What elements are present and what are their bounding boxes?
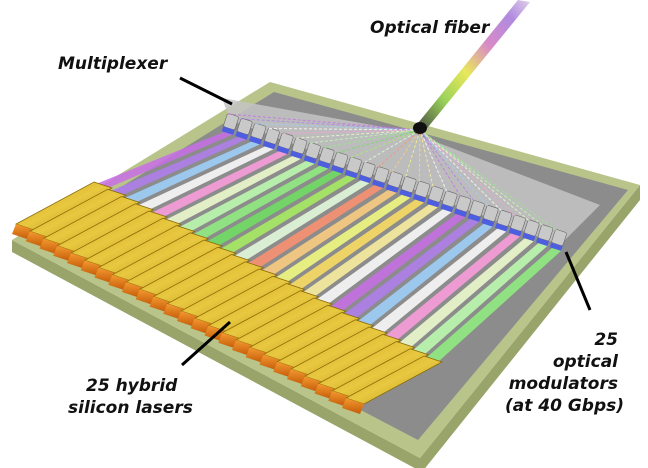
modulator-contact [508, 227, 522, 237]
waveguide [192, 165, 330, 239]
laser-array [12, 181, 444, 414]
waveguide [316, 209, 453, 304]
waveguide [329, 214, 467, 312]
laser-end-cap [342, 398, 364, 414]
multiplexer-line [419, 129, 529, 221]
modulator-body [250, 123, 267, 140]
modulator-contact [495, 223, 508, 232]
waveguide [151, 151, 289, 217]
waveguide [247, 185, 385, 268]
modulators-label-line2: optical [552, 352, 618, 372]
multiplexer-line [364, 129, 421, 163]
waveguide [109, 136, 248, 196]
lasers-label-line1: 25 hybrid [86, 376, 178, 396]
modulators-label-line3: modulators [508, 374, 618, 394]
waveguide [398, 238, 535, 348]
multiplexer-line [282, 129, 421, 134]
modulator-contact [344, 169, 358, 179]
waveguide [137, 146, 275, 210]
multiplexer-region [222, 98, 600, 245]
optical-fiber-label: Optical fiber [370, 18, 490, 38]
chip-base-edge [12, 185, 640, 468]
modulator-contact [467, 213, 481, 222]
modulator-contact [303, 155, 317, 164]
modulator-contact [249, 136, 262, 145]
multiplexer-leader-line [179, 76, 233, 106]
modulators-leader-line [564, 251, 592, 311]
waveguide [371, 228, 508, 333]
waveguide [164, 156, 303, 225]
waveguide [123, 141, 262, 203]
multiplexer-line [419, 129, 502, 212]
lasers-leader-line [180, 320, 232, 367]
waveguide [302, 204, 439, 297]
multiplexer-line [350, 129, 421, 158]
waveguide [357, 223, 494, 326]
modulators-label-line1: 25 [594, 330, 618, 350]
multiplexer-line [337, 129, 421, 154]
modulator-contact [549, 242, 563, 251]
multiplexer-line [391, 129, 421, 173]
multiplexer-line [296, 129, 421, 139]
waveguide [274, 194, 412, 283]
multiplexer-line [227, 113, 421, 131]
modulator-contact [536, 237, 549, 247]
multiplexer-line [419, 129, 516, 216]
multiplexer-lines [227, 113, 557, 231]
multiplexer-line [419, 129, 557, 231]
modulator-contact [413, 194, 426, 203]
modulator-contact [290, 150, 303, 160]
waveguide [343, 219, 480, 319]
waveguide [233, 180, 371, 261]
waveguide-array [96, 132, 562, 362]
waveguide [412, 243, 549, 355]
modulator-contact [235, 131, 249, 140]
multiplexer-line [419, 129, 543, 226]
modulator-contact [522, 232, 536, 242]
multiplexer-line [255, 123, 421, 131]
modulator-contact [426, 198, 440, 208]
modulator-contact [358, 174, 372, 184]
modulator-contact [331, 165, 344, 174]
waveguide [96, 132, 234, 188]
modulator-contact [276, 145, 290, 155]
lasers-label-line2: silicon lasers [68, 398, 193, 418]
modulator-contact [454, 208, 467, 218]
waveguide [288, 199, 426, 290]
modulator-contact [372, 179, 385, 189]
multiplexer-line [419, 129, 489, 207]
waveguide [384, 233, 521, 341]
modulator-contact [317, 160, 331, 169]
modulator-contact [262, 140, 276, 150]
modulator-contact [399, 189, 413, 198]
multiplexer-label: Multiplexer [58, 54, 168, 74]
waveguide [219, 175, 357, 254]
multiplexer-line [309, 129, 421, 144]
multiplexer-line [378, 129, 421, 168]
waveguide [206, 170, 344, 246]
multiplexer-line [418, 129, 421, 182]
multiplexer-line [323, 129, 421, 149]
fiber-tip [413, 122, 427, 134]
optical-fiber [414, 0, 530, 132]
waveguide [426, 248, 562, 362]
modulators-label-line4: (at 40 Gbps) [504, 396, 624, 416]
modulator-contact [481, 218, 495, 227]
waveguide [261, 190, 398, 275]
multiplexer-line [405, 129, 421, 177]
modulator-array [221, 113, 567, 251]
modulator-contact [221, 126, 235, 135]
modulator-contact [385, 184, 399, 193]
modulator-contact [440, 203, 454, 213]
multiplexer-line [419, 129, 461, 197]
multiplexer-line [419, 129, 448, 192]
multiplexer-line [268, 128, 421, 131]
waveguide [178, 161, 316, 232]
